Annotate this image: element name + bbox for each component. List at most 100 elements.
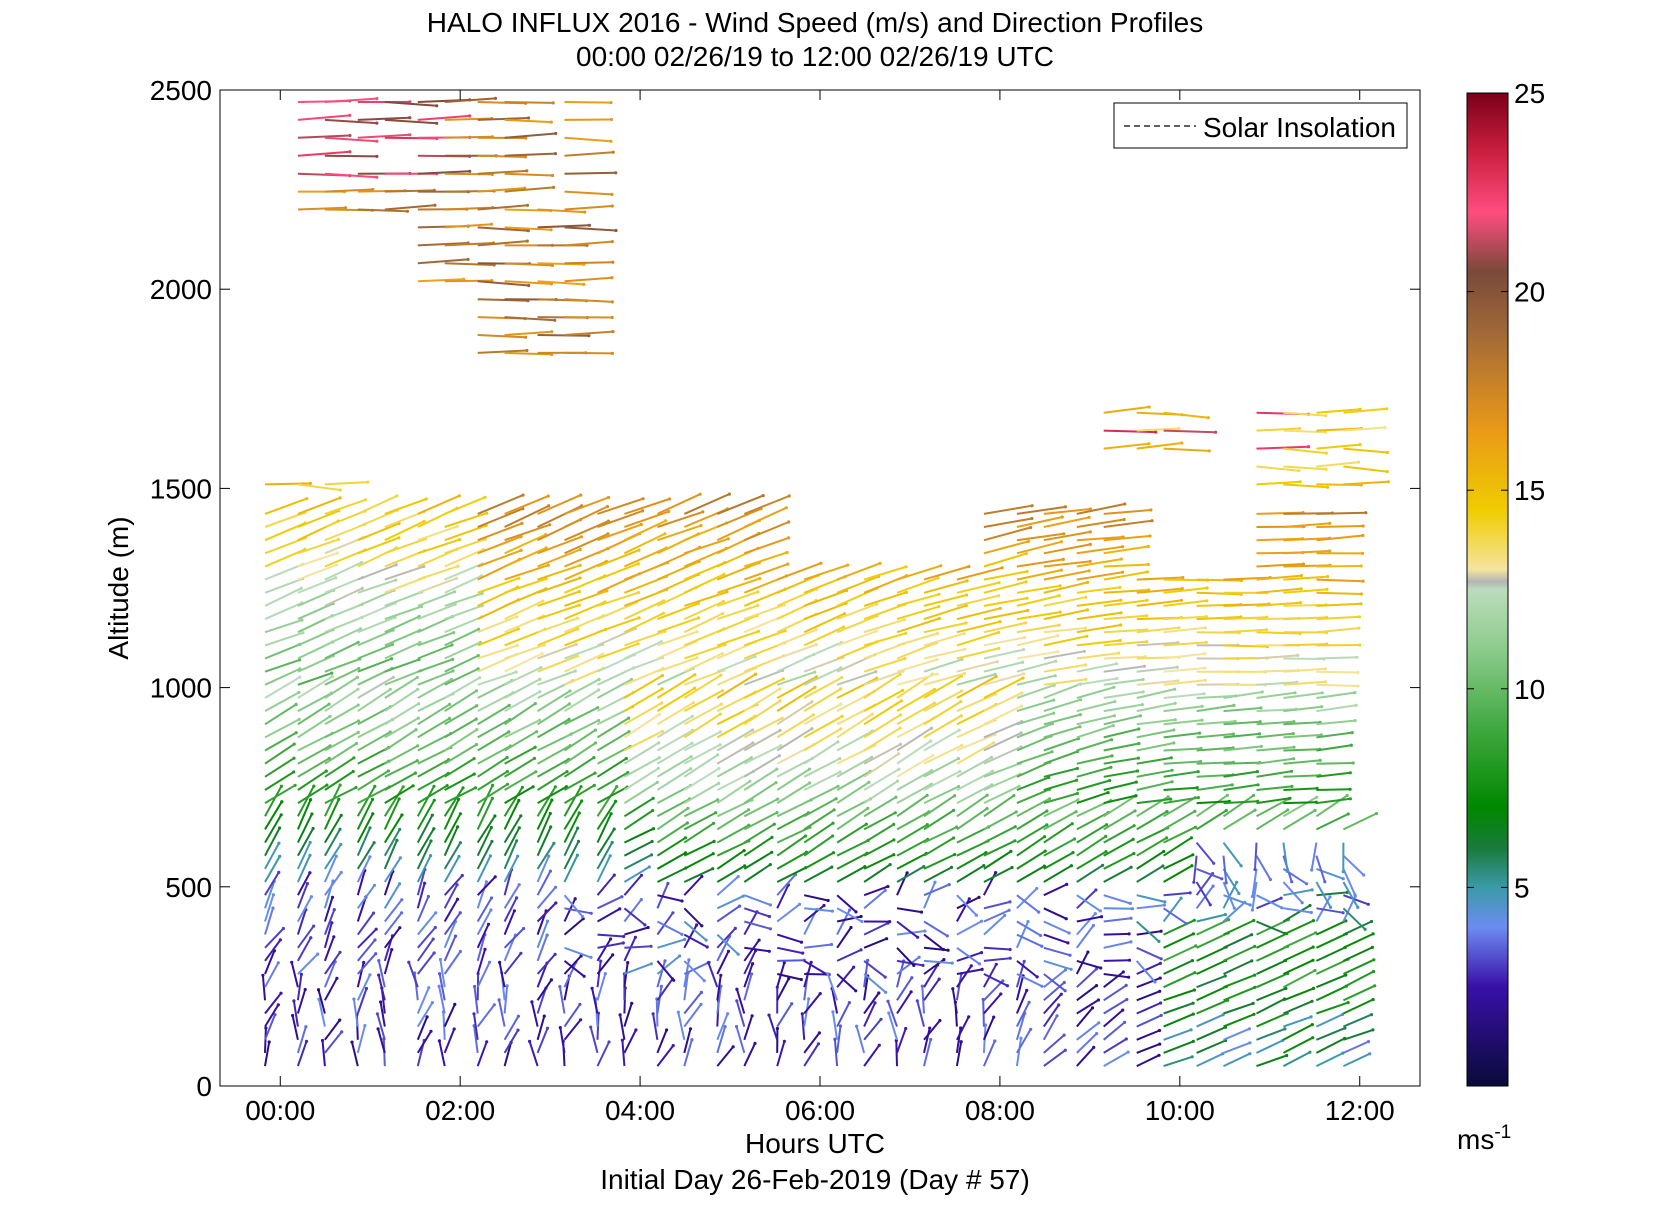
wind-arrow-head <box>663 532 667 536</box>
wind-arrow <box>1223 720 1261 726</box>
wind-arrow-head <box>979 951 984 955</box>
wind-arrow-head <box>1264 628 1269 632</box>
wind-arrow <box>357 770 389 791</box>
wind-arrow-head <box>1290 784 1294 789</box>
wind-arrow <box>656 755 692 778</box>
wind-arrow <box>357 939 376 962</box>
wind-arrow-head <box>455 524 459 528</box>
wind-arrow <box>1076 686 1115 699</box>
wind-arrow <box>623 519 667 542</box>
wind-arrow <box>1016 788 1050 805</box>
wind-arrow <box>498 962 506 988</box>
wind-arrow-head <box>1071 851 1075 855</box>
wind-arrow <box>1043 543 1091 555</box>
wind-arrow-head <box>338 496 342 500</box>
wind-arrow <box>1043 750 1078 765</box>
wind-arrow <box>624 962 652 975</box>
wind-arrow-head <box>996 630 1001 635</box>
wind-arrow <box>564 653 604 673</box>
wind-arrow-head <box>660 729 665 733</box>
wind-arrow-head <box>593 771 597 775</box>
wind-arrow-head <box>1247 1027 1251 1031</box>
wind-arrow <box>683 743 721 765</box>
wind-arrow <box>297 589 335 607</box>
wind-arrow-head <box>1063 505 1067 509</box>
wind-arrow-head <box>567 702 572 706</box>
wind-arrow <box>357 676 394 699</box>
wind-arrow <box>1283 667 1326 673</box>
wind-arrow <box>923 1039 932 1067</box>
wind-arrow <box>1163 411 1209 419</box>
wind-arrow-head <box>1192 880 1196 884</box>
wind-arrow-head <box>1358 643 1362 647</box>
wind-arrow-head <box>666 881 670 886</box>
wind-arrow-head <box>665 1028 669 1032</box>
wind-arrow <box>983 745 1022 765</box>
wind-arrow-head <box>864 822 868 826</box>
wind-arrow-head <box>1075 791 1079 796</box>
wind-arrow <box>1256 894 1283 909</box>
wind-arrow <box>1016 960 1038 978</box>
wind-arrow-head <box>429 854 433 858</box>
wind-arrow <box>1103 866 1132 883</box>
wind-arrow <box>1075 924 1095 949</box>
wind-arrow-head <box>607 1040 611 1044</box>
wind-arrow <box>504 652 543 673</box>
wind-arrow <box>297 206 346 211</box>
wind-arrow-head <box>1093 912 1097 916</box>
wind-arrow-head <box>758 576 762 581</box>
wind-arrow <box>477 226 529 232</box>
wind-arrow-head <box>308 840 312 845</box>
wind-arrow-head <box>1005 984 1010 988</box>
wind-arrow <box>264 785 283 817</box>
wind-arrow <box>1016 835 1046 857</box>
wind-arrow <box>1103 509 1151 515</box>
wind-arrow <box>1222 901 1246 923</box>
wind-arrow <box>1223 800 1258 805</box>
wind-arrow <box>297 828 314 857</box>
legend: Solar Insolation <box>1113 102 1408 149</box>
wind-arrow <box>896 865 925 883</box>
wind-arrow <box>1283 801 1317 805</box>
wind-arrow <box>596 842 614 870</box>
wind-arrow-head <box>749 756 754 760</box>
wind-arrow <box>982 1040 996 1067</box>
wind-arrow <box>863 811 896 831</box>
wind-arrow <box>1315 1037 1346 1054</box>
wind-arrow <box>836 730 873 752</box>
wind-arrow <box>1136 1002 1162 1015</box>
wind-arrow <box>1316 443 1361 450</box>
wind-arrow <box>716 630 759 647</box>
wind-arrow-head <box>1256 783 1260 787</box>
wind-arrow <box>1316 788 1351 791</box>
wind-arrow <box>803 992 821 1015</box>
wind-arrow <box>537 564 581 581</box>
wind-arrow <box>1163 796 1196 818</box>
wind-arrow-head <box>810 727 814 731</box>
wind-arrow <box>559 1027 566 1054</box>
wind-arrow <box>1316 670 1359 674</box>
x-tick-label: 02:00 <box>425 1095 495 1126</box>
wind-arrow <box>716 905 741 923</box>
wind-arrow <box>836 839 869 857</box>
wind-arrow-head <box>1057 1003 1061 1007</box>
wind-arrow <box>923 672 965 686</box>
wind-arrow <box>383 883 401 909</box>
wind-arrow <box>323 961 337 988</box>
wind-arrow-head <box>520 521 524 526</box>
wind-arrow <box>863 657 906 673</box>
wind-arrow <box>1163 836 1192 857</box>
wind-arrow <box>623 640 662 660</box>
wind-arrow-head <box>1084 677 1088 682</box>
wind-arrow-head <box>338 827 342 831</box>
wind-arrow <box>623 532 666 555</box>
wind-arrow <box>297 813 313 844</box>
wind-arrow-head <box>316 988 321 992</box>
wind-arrow <box>623 809 654 831</box>
wind-arrow <box>1103 545 1149 555</box>
wind-arrow-head <box>647 865 651 869</box>
wind-arrow-head <box>580 915 585 919</box>
wind-arrow-head <box>743 864 747 868</box>
wind-arrow-head <box>834 797 838 801</box>
wind-arrow-head <box>1172 741 1176 745</box>
